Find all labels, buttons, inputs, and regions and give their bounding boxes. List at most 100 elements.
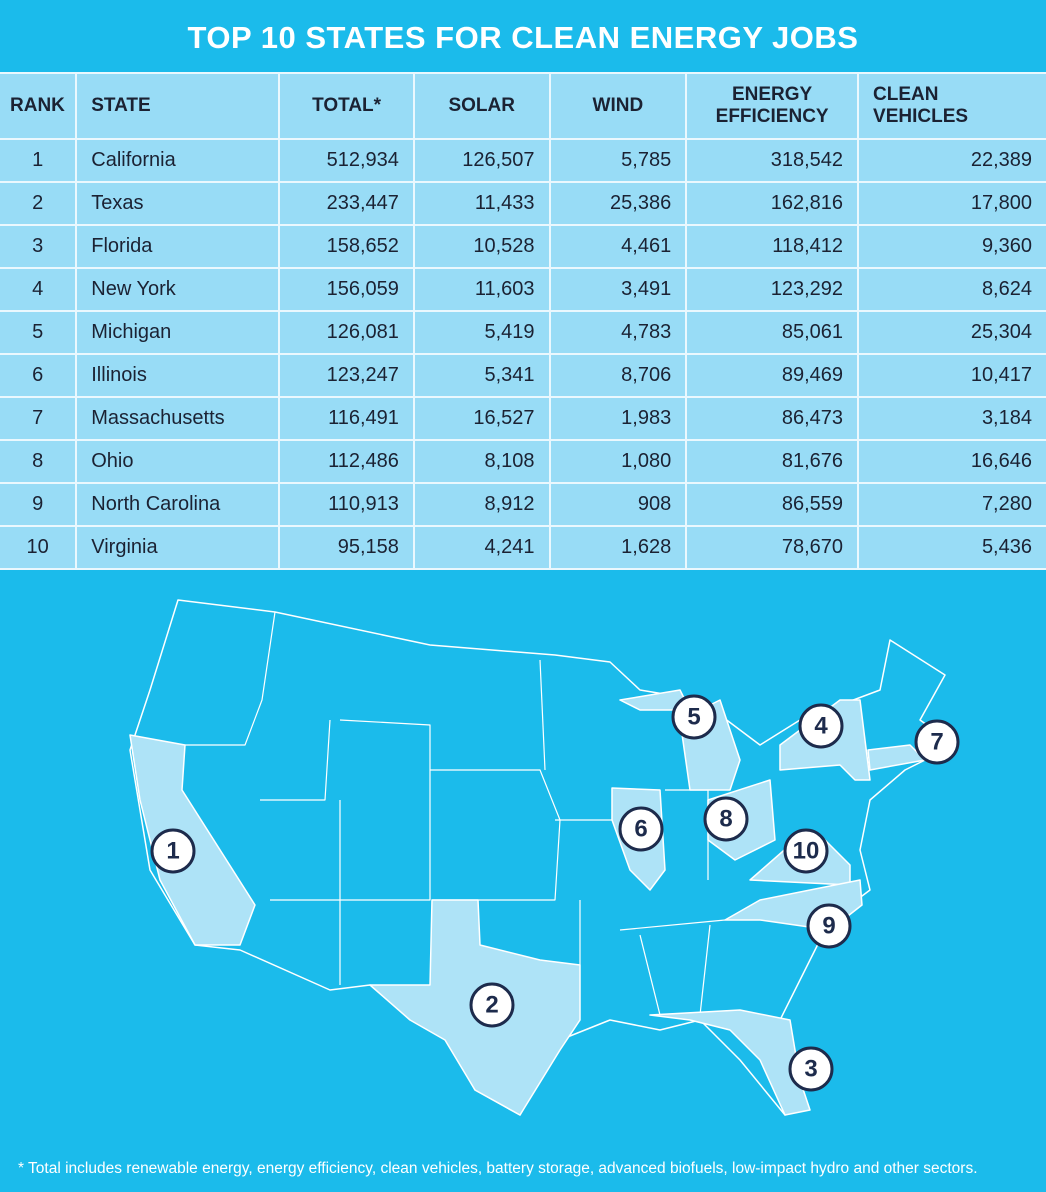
table-cell: 7,280 xyxy=(857,482,1046,527)
table-cell: 25,386 xyxy=(548,181,688,226)
border xyxy=(539,659,546,771)
table-cell: 2 xyxy=(0,181,78,226)
table-cell: 5,436 xyxy=(857,525,1046,570)
table-cell: 110,913 xyxy=(278,482,415,527)
table-cell: Massachusetts xyxy=(75,396,281,441)
table-cell: 1,628 xyxy=(548,525,688,570)
jobs-table: RANK STATE TOTAL* SOLAR WIND ENERGY EFFICIENC… xyxy=(0,72,1046,570)
table-cell: 162,816 xyxy=(685,181,860,226)
table-cell: 11,603 xyxy=(412,267,551,312)
border xyxy=(185,611,276,746)
border xyxy=(639,934,661,1016)
marker-circle xyxy=(618,806,664,852)
border xyxy=(619,919,726,931)
marker-label: 2 xyxy=(485,991,498,1018)
marker-label: 9 xyxy=(822,912,835,939)
table-cell: 1,080 xyxy=(548,439,688,484)
table-cell: New York xyxy=(75,267,281,312)
marker-label: 10 xyxy=(793,837,820,864)
table-cell: 512,934 xyxy=(278,138,415,183)
table-cell: 25,304 xyxy=(857,310,1046,355)
table-row: 3 Florida 158,652 10,528 4,461 118,412 9,360 xyxy=(0,224,1046,269)
table-row: 6 Illinois 123,247 5,341 8,706 89,469 10,417 xyxy=(0,353,1046,398)
table-cell: 112,486 xyxy=(278,439,415,484)
table-cell: 4 xyxy=(0,267,78,312)
table-cell: 5,785 xyxy=(548,138,688,183)
border xyxy=(270,719,431,901)
marker-circle xyxy=(783,828,829,874)
table-cell: 86,559 xyxy=(685,482,860,527)
border xyxy=(260,719,331,801)
table-cell: 86,473 xyxy=(685,396,860,441)
state xyxy=(649,1009,811,1116)
table-cell: Florida xyxy=(75,224,281,269)
marker-circle xyxy=(788,1046,834,1092)
marker-circle xyxy=(150,828,196,874)
table-cell: 118,412 xyxy=(685,224,860,269)
marker-circle xyxy=(806,903,852,949)
column-header: RANK xyxy=(0,72,78,140)
table-cell: 11,433 xyxy=(412,181,551,226)
table-cell: 8 xyxy=(0,439,78,484)
table-cell: 3,491 xyxy=(548,267,688,312)
table-cell: 123,247 xyxy=(278,353,415,398)
table-cell: 85,061 xyxy=(685,310,860,355)
table-cell: 78,670 xyxy=(685,525,860,570)
table-cell: 3,184 xyxy=(857,396,1046,441)
table-cell: 7 xyxy=(0,396,78,441)
marker-circle xyxy=(914,719,960,765)
us-map: 1 2 3 4 5 6 7 8 9 10 xyxy=(129,599,960,1116)
table-cell: 22,389 xyxy=(857,138,1046,183)
column-header: STATE xyxy=(75,72,281,140)
table-cell: 6 xyxy=(0,353,78,398)
marker-label: 8 xyxy=(719,805,732,832)
table-cell: Michigan xyxy=(75,310,281,355)
table-row: 4 New York 156,059 11,603 3,491 123,292 8,624 xyxy=(0,267,1046,312)
border xyxy=(699,924,711,1016)
marker-label: 7 xyxy=(930,728,943,755)
marker-label: 5 xyxy=(687,703,700,730)
table-cell: Ohio xyxy=(75,439,281,484)
table-cell: 95,158 xyxy=(278,525,415,570)
table-cell: 123,292 xyxy=(685,267,860,312)
table-cell: 8,706 xyxy=(548,353,688,398)
table-cell: Virginia xyxy=(75,525,281,570)
marker-circle xyxy=(469,982,515,1028)
table-cell: 16,646 xyxy=(857,439,1046,484)
table-row: 1 California 512,934 126,507 5,785 318,542 22,… xyxy=(0,138,1046,183)
table-cell: 5,419 xyxy=(412,310,551,355)
table-row: 5 Michigan 126,081 5,419 4,783 85,061 25,304 xyxy=(0,310,1046,355)
table-cell: 4,461 xyxy=(548,224,688,269)
marker-label: 1 xyxy=(166,837,179,864)
marker-circle xyxy=(703,796,749,842)
marker-label: 4 xyxy=(814,712,828,739)
table-cell: Texas xyxy=(75,181,281,226)
table-row: 2 Texas 233,447 11,433 25,386 162,816 17,800 xyxy=(0,181,1046,226)
table-cell: 233,447 xyxy=(278,181,415,226)
table-row: 10 Virginia 95,158 4,241 1,628 78,670 5,436 xyxy=(0,525,1046,570)
table-cell: 8,912 xyxy=(412,482,551,527)
table-cell: 4,783 xyxy=(548,310,688,355)
column-header: CLEAN VEHICLES xyxy=(857,72,1046,140)
table-cell: 8,108 xyxy=(412,439,551,484)
marker-label: 3 xyxy=(804,1055,817,1082)
table-body: 1 California 512,934 126,507 5,785 318,542 22,… xyxy=(0,138,1046,570)
table-cell: 3 xyxy=(0,224,78,269)
table-cell: 5 xyxy=(0,310,78,355)
table-cell: 1,983 xyxy=(548,396,688,441)
table-cell: 16,527 xyxy=(412,396,551,441)
table-cell: 5,341 xyxy=(412,353,551,398)
table-cell: 8,624 xyxy=(857,267,1046,312)
table-cell: 89,469 xyxy=(685,353,860,398)
table-cell: 81,676 xyxy=(685,439,860,484)
header-row: RANK STATE TOTAL* SOLAR WIND ENERGY EFFICIENC… xyxy=(0,72,1046,140)
title: TOP 10 STATES FOR CLEAN ENERGY JOBS xyxy=(187,20,859,55)
table-cell: 9 xyxy=(0,482,78,527)
table-cell: 908 xyxy=(548,482,688,527)
table-cell: 318,542 xyxy=(685,138,860,183)
table-cell: 126,081 xyxy=(278,310,415,355)
table-cell: Illinois xyxy=(75,353,281,398)
table-cell: 1 xyxy=(0,138,78,183)
table-cell: 10 xyxy=(0,525,78,570)
column-header: SOLAR xyxy=(412,72,551,140)
